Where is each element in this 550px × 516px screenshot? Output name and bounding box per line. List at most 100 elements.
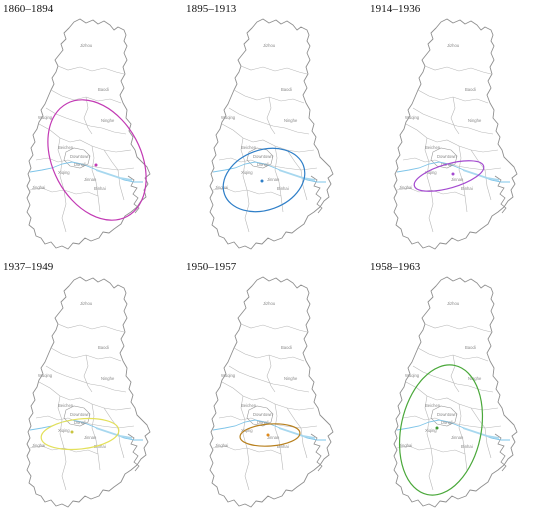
label-downtown: Downtown — [253, 154, 273, 159]
label-jizhou: Jizhou — [80, 301, 93, 306]
label-beichen: Beichen — [58, 403, 74, 408]
mean-center-point — [260, 179, 264, 183]
mean-center-point — [94, 163, 98, 167]
district-labels: Jizhou Baodi Ninghe Wuqing Beichen Downt… — [32, 43, 115, 191]
mean-center-point — [451, 172, 455, 176]
label-baodi: Baodi — [281, 87, 292, 92]
label-jinnan: Jinnan — [451, 435, 464, 440]
label-binhai: Binhai — [277, 444, 289, 449]
map-panel-4: Jizhou Baodi Ninghe Wuqing Beichen Downt… — [0, 258, 183, 516]
downtown-boundary — [430, 405, 458, 427]
map-panel-2: Jizhou Baodi Ninghe Wuqing Beichen Downt… — [183, 0, 366, 258]
district-boundaries — [212, 65, 318, 233]
deviational-ellipse — [40, 417, 120, 451]
river-haihe — [212, 161, 326, 183]
tianjin-map: Jizhou Baodi Ninghe Wuqing Beichen Downt… — [393, 276, 518, 508]
municipal-boundary — [393, 18, 518, 250]
label-jinnan: Jinnan — [267, 177, 280, 182]
label-jizhou: Jizhou — [447, 43, 460, 48]
label-downtown: Downtown — [70, 154, 90, 159]
municipal-boundary — [209, 18, 334, 250]
label-xiqing: Xiqing — [425, 170, 437, 175]
label-binhai: Binhai — [94, 444, 106, 449]
mean-center-point — [266, 433, 270, 437]
period-label: 1895–1913 — [186, 3, 237, 15]
deviational-ellipse — [398, 364, 484, 496]
label-binhai: Binhai — [277, 186, 289, 191]
label-dongli: Dongli — [257, 162, 269, 167]
label-baodi: Baodi — [98, 345, 109, 350]
mean-center-point — [435, 426, 439, 430]
district-labels: Jizhou Baodi Ninghe Wuqing Beichen Downt… — [399, 301, 482, 449]
label-ninghe: Ninghe — [284, 118, 298, 123]
period-label: 1914–1936 — [370, 3, 421, 15]
river-haihe — [29, 161, 143, 183]
label-ninghe: Ninghe — [101, 376, 115, 381]
deviational-ellipse — [222, 147, 306, 213]
period-label: 1958–1963 — [370, 261, 421, 273]
tianjin-map: Jizhou Baodi Ninghe Wuqing Beichen Downt… — [209, 276, 334, 508]
tianjin-map: Jizhou Baodi Ninghe Wuqing Beichen Downt… — [393, 18, 518, 250]
downtown-boundary — [246, 405, 274, 427]
label-binhai: Binhai — [461, 186, 473, 191]
label-wuqing: Wuqing — [38, 115, 53, 120]
label-ninghe: Ninghe — [284, 376, 298, 381]
label-jizhou: Jizhou — [447, 301, 460, 306]
label-xiqing: Xiqing — [58, 170, 70, 175]
period-label: 1950–1957 — [186, 261, 237, 273]
label-jinnan: Jinnan — [84, 435, 97, 440]
label-jinnan: Jinnan — [267, 435, 280, 440]
label-jizhou: Jizhou — [263, 301, 276, 306]
label-beichen: Beichen — [425, 403, 441, 408]
map-panel-6: Jizhou Baodi Ninghe Wuqing Beichen Downt… — [367, 258, 550, 516]
period-label: 1860–1894 — [3, 3, 54, 15]
municipal-boundary — [26, 18, 151, 250]
label-jinghai: Jinghai — [32, 443, 45, 448]
label-dongli: Dongli — [257, 420, 269, 425]
label-jizhou: Jizhou — [263, 43, 276, 48]
district-labels: Jizhou Baodi Ninghe Wuqing Beichen Downt… — [32, 301, 115, 449]
label-beichen: Beichen — [425, 145, 441, 150]
label-xiqing: Xiqing — [425, 428, 437, 433]
label-xiqing: Xiqing — [58, 428, 70, 433]
deviational-ellipse — [413, 160, 485, 192]
label-binhai: Binhai — [461, 444, 473, 449]
label-ninghe: Ninghe — [468, 118, 482, 123]
map-panel-5: Jizhou Baodi Ninghe Wuqing Beichen Downt… — [183, 258, 366, 516]
downtown-boundary — [430, 147, 458, 169]
label-jinghai: Jinghai — [399, 443, 412, 448]
map-panel-3: Jizhou Baodi Ninghe Wuqing Beichen Downt… — [367, 0, 550, 258]
label-dongli: Dongli — [74, 162, 86, 167]
district-labels: Jizhou Baodi Ninghe Wuqing Beichen Downt… — [215, 43, 298, 191]
label-wuqing: Wuqing — [405, 373, 420, 378]
label-xiqing: Xiqing — [241, 428, 253, 433]
downtown-boundary — [246, 147, 274, 169]
label-baodi: Baodi — [281, 345, 292, 350]
municipal-boundary — [209, 276, 334, 508]
label-wuqing: Wuqing — [221, 373, 236, 378]
district-labels: Jizhou Baodi Ninghe Wuqing Beichen Downt… — [215, 301, 298, 449]
river-haihe — [396, 161, 510, 183]
label-binhai: Binhai — [94, 186, 106, 191]
label-downtown: Downtown — [70, 412, 90, 417]
label-dongli: Dongli — [441, 420, 453, 425]
label-beichen: Beichen — [241, 403, 257, 408]
label-baodi: Baodi — [465, 345, 476, 350]
label-downtown: Downtown — [253, 412, 273, 417]
tianjin-map: Jizhou Baodi Ninghe Wuqing Beichen Downt… — [26, 18, 151, 250]
label-beichen: Beichen — [241, 145, 257, 150]
period-label: 1937–1949 — [3, 261, 54, 273]
tianjin-map: Jizhou Baodi Ninghe Wuqing Beichen Downt… — [209, 18, 334, 250]
label-jinnan: Jinnan — [84, 177, 97, 182]
label-downtown: Downtown — [437, 154, 457, 159]
label-wuqing: Wuqing — [38, 373, 53, 378]
label-jinghai: Jinghai — [32, 185, 45, 190]
label-downtown: Downtown — [437, 412, 457, 417]
label-jinghai: Jinghai — [215, 185, 228, 190]
downtown-boundary — [63, 405, 91, 427]
downtown-boundary — [63, 147, 91, 169]
district-boundaries — [396, 65, 502, 233]
label-baodi: Baodi — [98, 87, 109, 92]
mean-center-point — [70, 430, 74, 434]
label-ninghe: Ninghe — [468, 376, 482, 381]
